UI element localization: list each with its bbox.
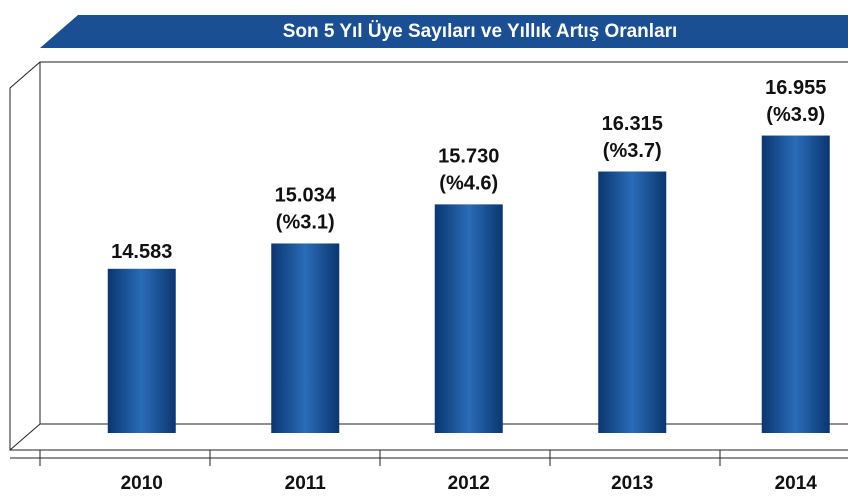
value-label: 15.034 [275,185,337,207]
growth-label: (%3.1) [276,212,335,234]
x-tick-label: 2010 [121,473,163,494]
value-label: 15.730 [438,146,499,168]
value-label: 16.315 [602,113,663,135]
growth-label: (%3.9) [766,104,825,126]
chart-title: Son 5 Yıl Üye Sayıları ve Yıllık Artış O… [283,21,678,42]
x-tick-label: 2012 [448,473,490,494]
x-tick-label: 2014 [775,473,818,494]
bar [271,243,340,433]
bar [434,204,503,433]
bar [761,135,830,433]
growth-label: (%4.6) [439,173,498,195]
value-label: 16.955 [765,77,826,99]
frame [9,61,848,451]
x-tick-label: 2013 [611,473,653,494]
bar [598,171,667,433]
growth-label: (%3.7) [603,140,662,162]
bar [107,268,176,433]
title-banner [40,15,848,48]
x-tick-label: 2011 [285,473,327,494]
value-label: 14.583 [111,241,172,263]
